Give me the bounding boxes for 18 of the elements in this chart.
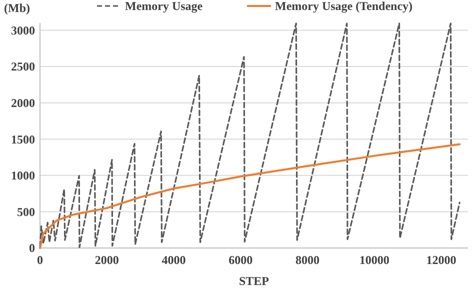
- x-tick-label: 4000: [162, 253, 186, 267]
- y-tick-label: 1500: [11, 132, 35, 146]
- y-tick-label: 1000: [11, 168, 35, 183]
- y-axis-title: (Mb): [4, 1, 30, 15]
- legend-label: Memory Usage: [125, 0, 204, 13]
- y-tick-label: 0: [29, 241, 35, 256]
- legend-label: Memory Usage (Tendency): [275, 0, 413, 13]
- x-tick-label: 8000: [296, 253, 320, 267]
- x-axis-title: STEP: [238, 274, 270, 288]
- y-tick-label: 500: [17, 204, 35, 219]
- line-series: [39, 143, 461, 249]
- y-tick-label: 3000: [11, 23, 35, 38]
- y-tick-label: 2000: [11, 96, 35, 110]
- x-tick-label: 12000: [426, 253, 456, 267]
- x-tick-label: 2000: [94, 253, 119, 267]
- x-tick-label: 6000: [228, 253, 253, 267]
- y-tick-label: 2500: [11, 60, 35, 74]
- x-tick-label: 10000: [359, 253, 390, 267]
